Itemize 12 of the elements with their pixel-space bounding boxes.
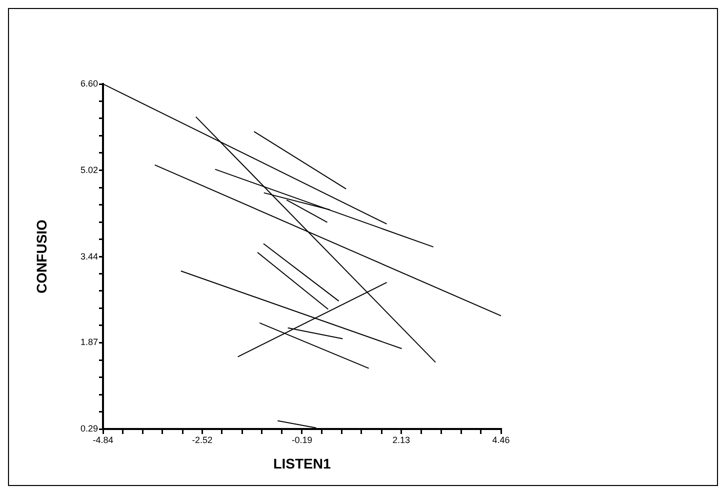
- y-axis-title: CONFUSIO: [33, 219, 50, 294]
- x-tick-label: 2.13: [392, 434, 410, 445]
- y-tick-label: 6.60: [80, 78, 98, 88]
- y-tick-label: 0.29: [80, 423, 98, 434]
- x-tick-label: -2.52: [192, 434, 213, 445]
- x-tick-label: -4.84: [92, 434, 114, 445]
- x-axis-title: LISTEN1: [273, 455, 331, 472]
- x-tick-label: -0.19: [292, 434, 312, 445]
- y-tick-label: 1.87: [80, 337, 98, 348]
- y-tick-label: 3.44: [80, 251, 98, 262]
- y-tick-label: 5.02: [80, 164, 98, 175]
- x-tick-label: 4.46: [492, 434, 510, 445]
